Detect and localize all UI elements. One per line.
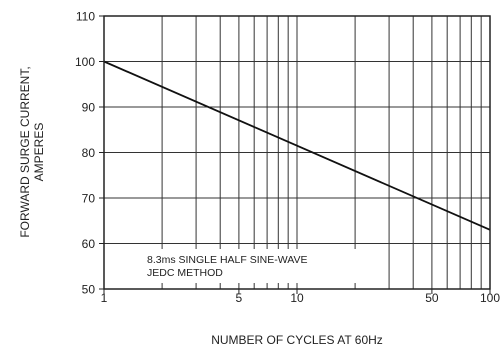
y-tick-label: 70 — [82, 192, 96, 206]
y-tick-label: 60 — [82, 237, 96, 251]
x-tick-label: 50 — [425, 291, 439, 305]
y-tick-label: 110 — [76, 10, 95, 24]
x-tick-label: 10 — [290, 291, 304, 305]
annotation-box: 8.3ms SINGLE HALF SINE-WAVE JEDC METHOD — [142, 249, 360, 283]
y-tick-label: 100 — [75, 55, 95, 69]
y-axis-label-line-1: FORWARD SURGE CURRENT, — [18, 66, 32, 237]
y-tick-label: 80 — [82, 146, 96, 160]
annotation-line-2: JEDC METHOD — [147, 267, 223, 279]
x-tick-label: 5 — [236, 291, 243, 305]
x-tick-label: 100 — [480, 291, 500, 305]
tick-labels: 50 60 70 80 90 100 110 1 5 10 50 100 — [75, 10, 500, 306]
annotation-background — [142, 249, 360, 283]
x-tick-label: 1 — [101, 291, 108, 305]
y-axis-label-line-2: AMPERES — [32, 123, 46, 182]
annotation-line-1: 8.3ms SINGLE HALF SINE-WAVE — [147, 254, 307, 266]
grid-lines — [103, 15, 491, 290]
series-line — [103, 60, 491, 231]
y-tick-label: 50 — [82, 283, 96, 297]
plot-frame — [103, 15, 491, 290]
series-lines — [103, 60, 491, 231]
y-tick-label: 90 — [82, 101, 96, 115]
x-axis-label: NUMBER OF CYCLES AT 60Hz — [211, 333, 383, 347]
